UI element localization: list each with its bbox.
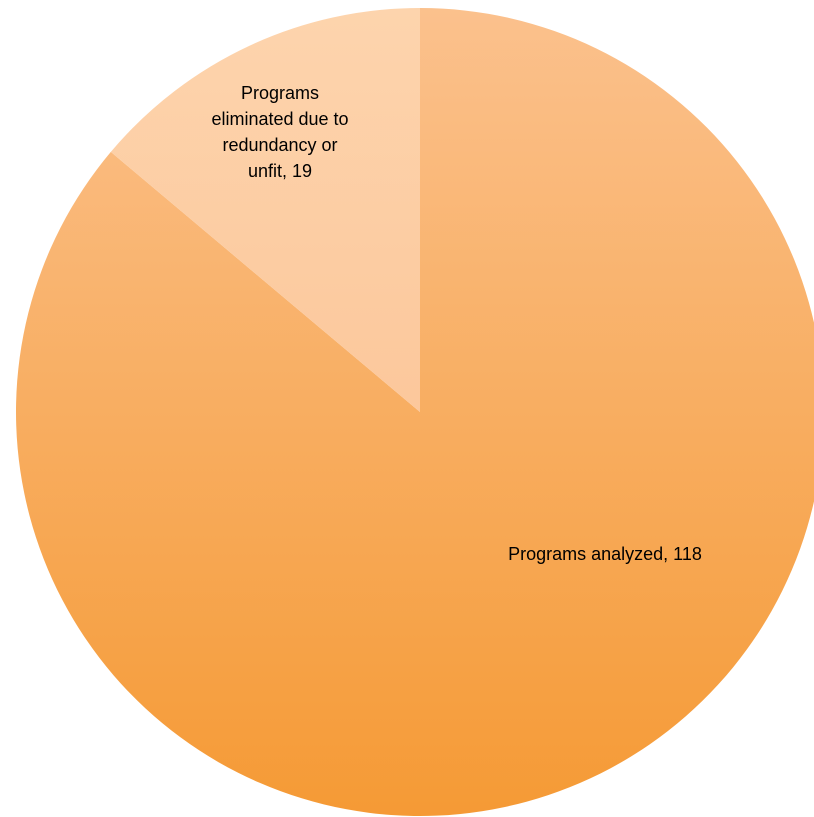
pie-slice-label-line: Programs analyzed, 118 — [508, 544, 702, 564]
pie-slices — [16, 8, 814, 816]
pie-slice-label-line: Programs — [241, 83, 319, 103]
pie-slice-label-line: unfit, 19 — [248, 161, 312, 181]
pie-slice-2 — [110, 8, 420, 412]
pie-labels: Programs analyzed, 118 Programs eliminated… — [211, 83, 701, 564]
pie-slice-1 — [16, 8, 814, 816]
pie-slice-label-1: Programs analyzed, 118 — [508, 544, 702, 564]
pie-slice-label-line: redundancy or — [222, 135, 337, 155]
pie-slice-label-line: eliminated due to — [211, 109, 348, 129]
pie-slice-label-2: Programs eliminated due to redundancy or un… — [211, 83, 348, 181]
